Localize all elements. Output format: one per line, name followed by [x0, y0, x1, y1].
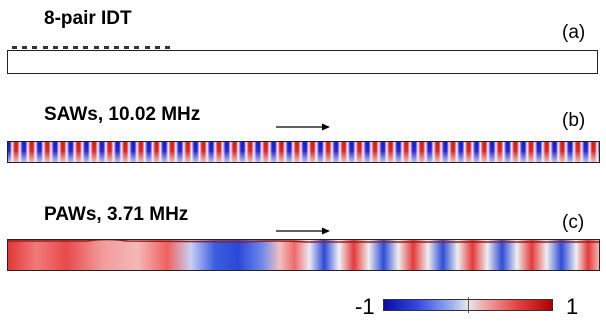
panel-a-label: (a) [562, 22, 586, 43]
panel-b-label: (b) [562, 110, 586, 131]
substrate-outline [7, 50, 598, 74]
idt-finger [73, 46, 79, 49]
idt-finger [12, 46, 17, 49]
colorbar-zero-tick [468, 297, 469, 313]
colorbar-max-label: 1 [566, 294, 579, 319]
saw-title: SAWs, 10.02 MHz [44, 104, 201, 125]
idt-finger [83, 46, 89, 49]
idt-finger [52, 46, 58, 49]
paw-field-map [7, 239, 600, 271]
paw-title: PAWs, 3.71 MHz [44, 204, 189, 225]
idt-finger [103, 46, 109, 49]
colorbar-min-label: -1 [355, 294, 375, 319]
idt-finger [63, 46, 68, 49]
saw-field-map [7, 141, 600, 163]
idt-finger [114, 46, 119, 49]
idt-title: 8-pair IDT [44, 8, 132, 29]
panel-c-label: (c) [562, 212, 585, 233]
idt-finger [42, 46, 48, 49]
idt-finger [144, 46, 150, 49]
idt-finger [22, 46, 28, 49]
idt-finger [154, 46, 160, 49]
saw-propagation-arrow [276, 123, 330, 131]
idt-finger [93, 46, 99, 49]
paw-propagation-arrow [276, 227, 330, 235]
idt-finger [134, 46, 140, 49]
idt-finger [32, 46, 38, 49]
idt-finger [165, 46, 170, 49]
idt-finger [124, 46, 130, 49]
